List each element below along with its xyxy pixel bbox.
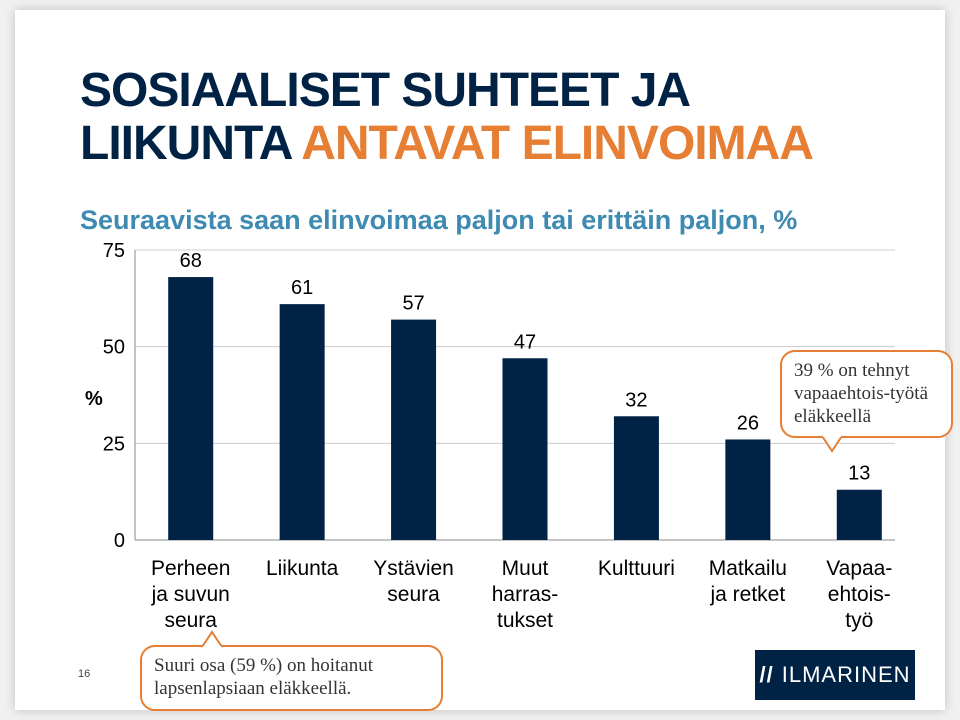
data-label-4: 32	[625, 389, 647, 411]
callout-pointer-icon	[821, 434, 843, 454]
y-tick-label-25: 25	[103, 433, 125, 455]
bar-4[interactable]	[613, 416, 659, 540]
callout-pointer-up-icon	[201, 630, 223, 649]
title-line-2: LIIKUNTA ANTAVAT ELINVOIMAA	[80, 116, 814, 171]
category-label-0-0: Perheen	[151, 557, 230, 580]
data-label-2: 57	[402, 293, 424, 315]
bar-6[interactable]	[836, 489, 882, 540]
title-line-2-part-1: LIIKUNTA	[80, 116, 292, 170]
y-tick-label-0: 0	[114, 530, 125, 552]
header-title: SOSIAALISET SUHTEET JA LIIKUNTA ANTAVAT …	[80, 64, 814, 171]
bar-2[interactable]	[391, 319, 437, 540]
volunteer-callout: 39 % on tehnyt vapaaehtois-työtä eläkkee…	[780, 350, 953, 454]
page-number: 16	[78, 668, 91, 680]
data-label-5: 26	[737, 412, 759, 434]
data-label-1: 61	[291, 277, 313, 299]
category-label-3-1: harras-	[492, 583, 559, 606]
data-label-3: 47	[514, 331, 536, 353]
logo-text: ILMARINEN	[781, 662, 911, 687]
title-line-2-part-2: ANTAVAT ELINVOIMAA	[301, 116, 814, 170]
category-label-2-1: seura	[387, 583, 440, 606]
slide-background: SOSIAALISET SUHTEET JA LIIKUNTA ANTAVAT …	[15, 10, 953, 711]
chart-container: 0 25 50 75% 68 Perheen ja suvun seura 61 Liikunta…	[65, 240, 915, 650]
volunteer-callout-text: 39 % on tehnyt vapaaehtois-työtä eläkkee…	[794, 360, 929, 427]
category-label-2-0: Ystävien	[373, 557, 454, 580]
category-label-3-2: tukset	[497, 609, 553, 632]
bar-0[interactable]	[168, 277, 214, 540]
bar-3[interactable]	[502, 358, 548, 540]
data-label-6: 13	[848, 463, 870, 485]
category-label-0-2: seura	[164, 609, 217, 632]
category-label-6-0: Vapaa-	[826, 557, 892, 580]
chart-subtitle: Seuraavista saan elinvoimaa paljon tai e…	[80, 205, 798, 235]
data-label-0: 68	[180, 250, 202, 272]
category-label-0-1: ja suvun	[151, 583, 230, 606]
category-label-6-2: työ	[845, 609, 873, 632]
category-label-3-0: Muut	[502, 557, 549, 580]
category-label-5-1: ja retket	[710, 583, 786, 606]
category-label-4-0: Kulttuuri	[598, 557, 675, 580]
category-label-6-1: ehtois-	[828, 583, 891, 606]
bar-5[interactable]	[725, 439, 771, 540]
bar-1[interactable]	[279, 304, 325, 540]
logo-icon: //	[759, 662, 774, 687]
y-tick-label-50: 50	[103, 337, 125, 359]
company-logo: // ILMARINEN	[755, 650, 915, 700]
grandchildren-callout-text: Suuri osa (59 %) on hoitanut lapsenlapsi…	[154, 655, 374, 699]
y-axis-label: %	[85, 388, 103, 410]
title-line-1: SOSIAALISET SUHTEET JA	[80, 64, 691, 117]
chart-svg: 0 25 50 75% 68 Perheen ja suvun seura 61 Liikunta…	[85, 240, 895, 632]
y-tick-label-75: 75	[103, 240, 125, 262]
category-label-1-0: Liikunta	[266, 557, 339, 580]
grandchildren-callout: Suuri osa (59 %) on hoitanut lapsenlapsi…	[140, 630, 443, 711]
category-label-5-0: Matkailu	[709, 557, 787, 580]
